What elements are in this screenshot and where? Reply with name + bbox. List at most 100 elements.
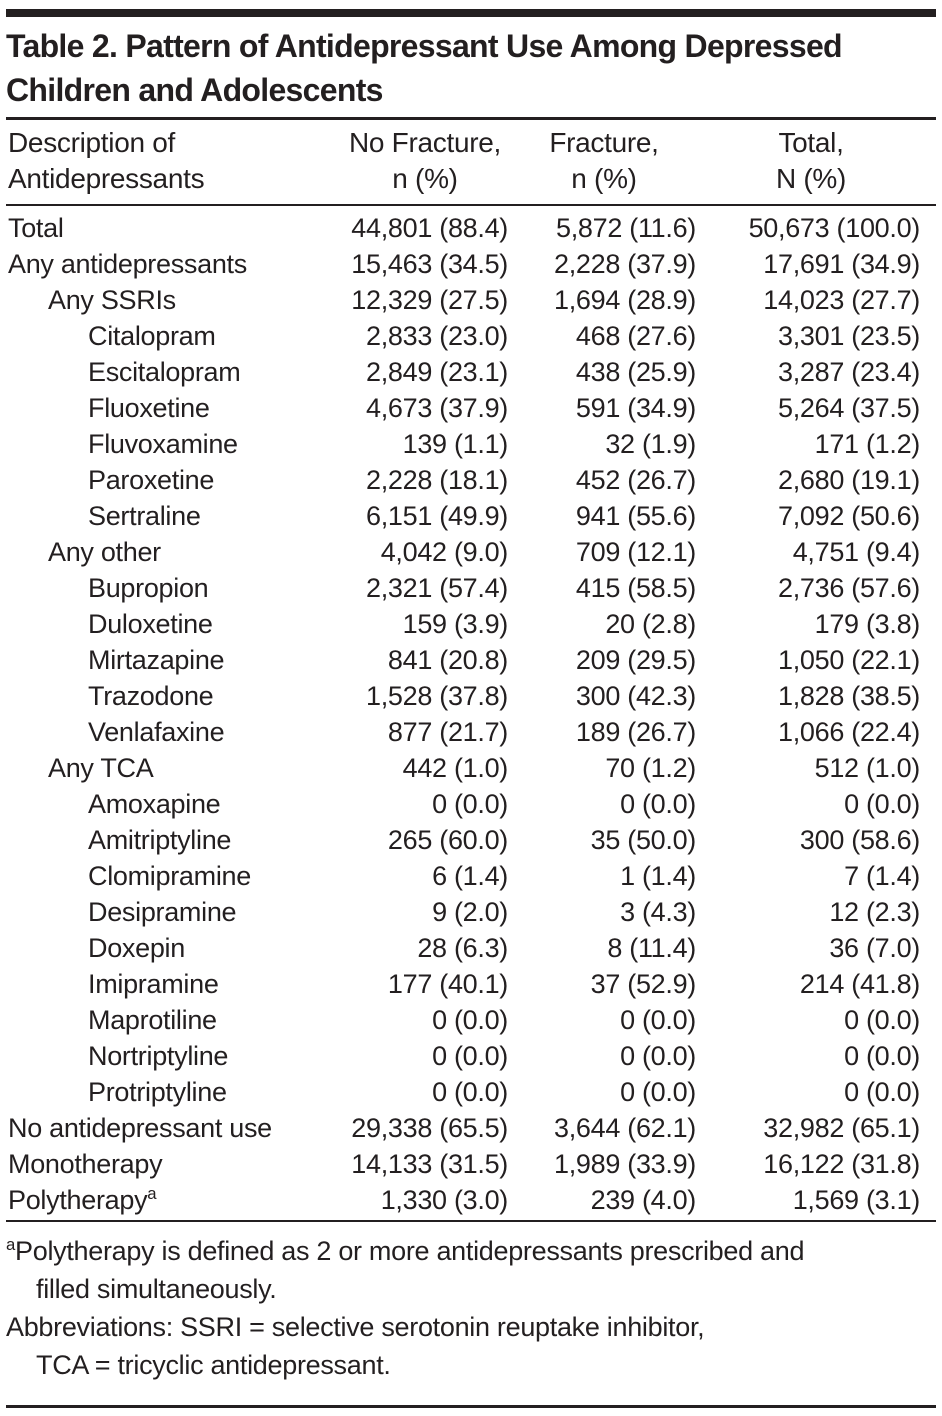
cell-total: 0 (0.0) [844,789,920,819]
cell-fracture: 3,644 (62.1) [554,1113,696,1143]
table-row: Monotherapy 14,133 (31.5) 1,989 (33.9) 16,1… [6,1146,936,1182]
row-label: Amoxapine [88,789,221,819]
cell-no-fracture: 29,338 (65.5) [351,1113,508,1143]
table-row: Amitriptyline 265 (60.0) 35 (50.0) 300 (58.… [6,822,936,858]
cell-no-fracture: 6,151 (49.9) [366,501,508,531]
cell-total: 7,092 (50.6) [778,501,920,531]
cell-fracture: 2,228 (37.9) [554,249,696,279]
table-row: Total 44,801 (88.4) 5,872 (11.6) 50,673 (10… [6,205,936,246]
row-label-cell: Monotherapy [6,1146,342,1182]
cell-total: 1,050 (22.1) [778,645,920,675]
row-label: Bupropion [88,573,209,603]
footnote: Abbreviations: SSRI = selective serotoni… [6,1308,936,1384]
footnote-line: aPolytherapy is defined as 2 or more ant… [6,1232,936,1270]
cell-fracture: 1 (1.4) [620,861,696,891]
cell-fracture: 189 (26.7) [575,717,696,747]
table-row: Mirtazapine 841 (20.8) 209 (29.5) 1,050 (22… [6,642,936,678]
row-label: Doxepin [88,933,185,963]
cell-no-fracture: 139 (1.1) [402,429,509,459]
table-row: Amoxapine 0 (0.0) 0 (0.0) 0 (0.0) [6,786,936,822]
cell-fracture: 35 (50.0) [590,825,697,855]
cell-fracture: 3 (4.3) [620,897,696,927]
cell-fracture: 32 (1.9) [605,429,696,459]
row-label: No antidepressant use [8,1113,272,1143]
table-row: Bupropion 2,321 (57.4) 415 (58.5) 2,736 (57… [6,570,936,606]
row-label-cell: Any other [6,534,342,570]
row-label-cell: Doxepin [6,930,342,966]
row-label: Any antidepressants [8,249,247,279]
row-label: Paroxetine [88,465,215,495]
row-label-cell: Escitalopram [6,354,342,390]
row-label-cell: Amitriptyline [6,822,342,858]
table-row: Citalopram 2,833 (23.0) 468 (27.6) 3,301 (2… [6,318,936,354]
column-header-line: Antidepressants [8,163,205,194]
column-header-line: Description of [8,127,175,158]
bottom-rule [6,1405,936,1408]
table-row: Maprotiline 0 (0.0) 0 (0.0) 0 (0.0) [6,1002,936,1038]
row-label-cell: Citalopram [6,318,342,354]
antidepressant-use-table: Description of Antidepressants No Fractu… [6,120,936,1222]
cell-no-fracture: 1,528 (37.8) [366,681,508,711]
row-label: Mirtazapine [88,645,225,675]
row-label-cell: Sertraline [6,498,342,534]
cell-total: 0 (0.0) [844,1041,920,1071]
column-header-description: Description of Antidepressants [6,120,342,206]
table-row: Paroxetine 2,228 (18.1) 452 (26.7) 2,680 (1… [6,462,936,498]
cell-total: 512 (1.0) [814,753,921,783]
row-label: Amitriptyline [88,825,232,855]
cell-fracture: 0 (0.0) [620,789,696,819]
cell-fracture: 591 (34.9) [575,393,696,423]
cell-fracture: 239 (4.0) [512,1182,702,1222]
cell-fracture: 5,872 (11.6) [556,213,696,243]
column-header-fracture: Fracture, n (%) [512,120,702,206]
cell-no-fracture: 265 (60.0) [387,825,508,855]
row-label-cell: Polytherapya [6,1182,342,1222]
cell-fracture: 0 (0.0) [620,1077,696,1107]
footnote-text: Polytherapy is defined as 2 or more anti… [15,1236,805,1266]
cell-total: 214 (41.8) [799,969,920,999]
row-label: Citalopram [88,321,216,351]
table-row: Fluvoxamine 139 (1.1) 32 (1.9) 171 (1.2) [6,426,936,462]
table-title-line-1: Table 2. Pattern of Antidepressant Use A… [6,28,843,64]
row-label: Clomipramine [88,861,251,891]
table-title-line-2: Children and Adolescents [6,72,383,108]
cell-total: 32,982 (65.1) [763,1113,920,1143]
footnote-text: filled simultaneously. [36,1274,277,1304]
row-label-cell: Total [6,205,342,246]
cell-fracture: 709 (12.1) [575,537,696,567]
column-header-no-fracture: No Fracture, n (%) [342,120,512,206]
table-body: Total 44,801 (88.4) 5,872 (11.6) 50,673 (10… [6,205,936,1222]
row-label: Fluoxetine [88,393,210,423]
row-label-cell: Fluoxetine [6,390,342,426]
table-row: Any SSRIs 12,329 (27.5) 1,694 (28.9) 14,023… [6,282,936,318]
cell-no-fracture: 0 (0.0) [432,1041,508,1071]
cell-total: 16,122 (31.8) [763,1149,920,1179]
row-label: Sertraline [88,501,201,531]
footnote-line: TCA = tricyclic antidepressant. [6,1346,936,1384]
cell-no-fracture: 2,228 (18.1) [366,465,508,495]
table-footnotes: aPolytherapy is defined as 2 or more ant… [6,1232,936,1384]
header-row: Description of Antidepressants No Fractu… [6,120,936,206]
row-label-cell: Nortriptyline [6,1038,342,1074]
row-label-cell: Any antidepressants [6,246,342,282]
cell-total: 2,736 (57.6) [778,573,920,603]
table-row: Imipramine 177 (40.1) 37 (52.9) 214 (41.8) [6,966,936,1002]
cell-total: 1,828 (38.5) [778,681,920,711]
cell-no-fracture: 0 (0.0) [432,789,508,819]
cell-no-fracture: 44,801 (88.4) [351,213,508,243]
table-row: Doxepin 28 (6.3) 8 (11.4) 36 (7.0) [6,930,936,966]
table-row: Any TCA 442 (1.0) 70 (1.2) 512 (1.0) [6,750,936,786]
table-row: Trazodone 1,528 (37.8) 300 (42.3) 1,828 (38… [6,678,936,714]
row-label-cell: Any TCA [6,750,342,786]
table-row: Desipramine 9 (2.0) 3 (4.3) 12 (2.3) [6,894,936,930]
table-title: Table 2. Pattern of Antidepressant Use A… [6,24,936,112]
row-label: Monotherapy [8,1149,163,1179]
cell-total: 17,691 (34.9) [763,249,920,279]
table-row: Polytherapya 1,330 (3.0) 239 (4.0) 1,569 (3… [6,1182,936,1222]
cell-fracture: 941 (55.6) [575,501,696,531]
cell-total: 179 (3.8) [814,609,921,639]
cell-no-fracture: 4,042 (9.0) [380,537,509,567]
row-label: Duloxetine [88,609,213,639]
row-label: Venlafaxine [88,717,225,747]
